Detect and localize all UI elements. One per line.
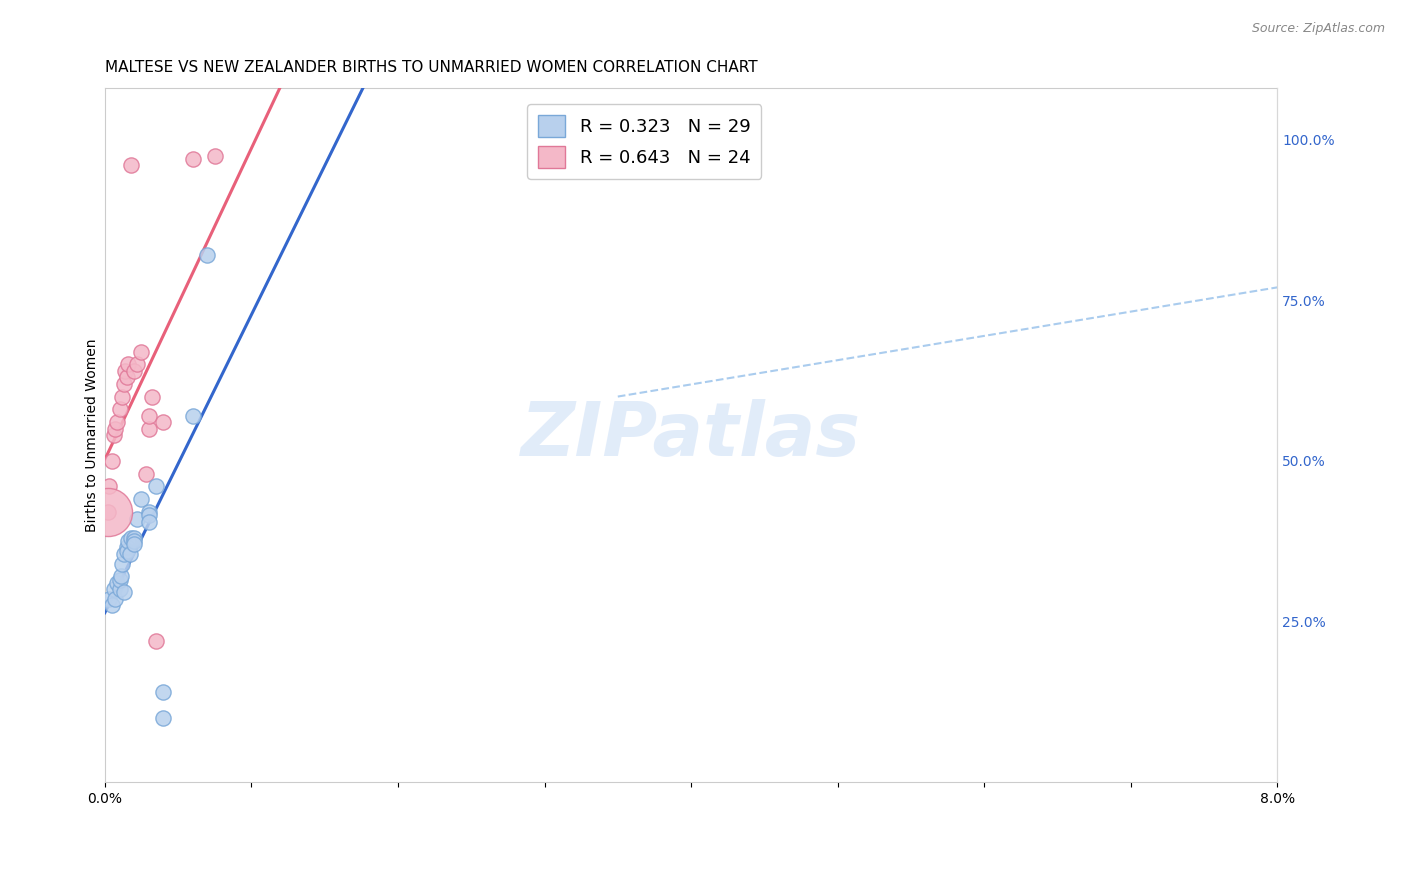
Point xyxy=(110,569,132,583)
Point xyxy=(117,534,139,549)
Point xyxy=(101,454,124,468)
Point xyxy=(138,505,160,519)
Point xyxy=(115,541,138,555)
Point xyxy=(120,531,142,545)
Text: ZIPatlas: ZIPatlas xyxy=(522,399,860,472)
Point xyxy=(112,547,135,561)
Point xyxy=(131,344,153,359)
Point xyxy=(114,364,136,378)
Point xyxy=(122,537,145,551)
Point xyxy=(108,582,131,597)
Point xyxy=(105,575,128,590)
Point xyxy=(101,599,124,613)
Point xyxy=(131,492,153,507)
Point xyxy=(181,152,204,166)
Point xyxy=(127,358,149,372)
Point xyxy=(108,573,131,587)
Point xyxy=(138,422,160,436)
Point xyxy=(115,543,138,558)
Point xyxy=(122,364,145,378)
Point xyxy=(122,531,145,545)
Point xyxy=(141,390,163,404)
Point xyxy=(103,582,125,597)
Point xyxy=(138,409,160,423)
Point xyxy=(145,479,167,493)
Point xyxy=(117,358,139,372)
Point xyxy=(197,248,219,262)
Point xyxy=(122,534,145,549)
Point xyxy=(103,428,125,442)
Point xyxy=(138,515,160,529)
Point xyxy=(181,409,204,423)
Legend: R = 0.323   N = 29, R = 0.643   N = 24: R = 0.323 N = 29, R = 0.643 N = 24 xyxy=(527,104,761,179)
Point xyxy=(98,591,121,606)
Point xyxy=(112,585,135,599)
Point xyxy=(97,505,120,519)
Point xyxy=(97,505,120,519)
Text: Source: ZipAtlas.com: Source: ZipAtlas.com xyxy=(1251,22,1385,36)
Point xyxy=(120,158,142,172)
Point xyxy=(111,557,134,571)
Point xyxy=(204,149,226,163)
Point xyxy=(152,711,174,725)
Text: MALTESE VS NEW ZEALANDER BIRTHS TO UNMARRIED WOMEN CORRELATION CHART: MALTESE VS NEW ZEALANDER BIRTHS TO UNMAR… xyxy=(105,60,758,75)
Y-axis label: Births to Unmarried Women: Births to Unmarried Women xyxy=(86,338,100,532)
Point xyxy=(138,508,160,523)
Point xyxy=(118,547,141,561)
Point xyxy=(105,415,128,429)
Point xyxy=(108,402,131,417)
Point xyxy=(145,633,167,648)
Point xyxy=(104,591,127,606)
Point xyxy=(112,376,135,391)
Point xyxy=(127,511,149,525)
Point xyxy=(152,415,174,429)
Point xyxy=(115,370,138,384)
Point xyxy=(152,685,174,699)
Point xyxy=(135,467,157,481)
Point xyxy=(98,479,121,493)
Point xyxy=(104,422,127,436)
Point xyxy=(111,390,134,404)
